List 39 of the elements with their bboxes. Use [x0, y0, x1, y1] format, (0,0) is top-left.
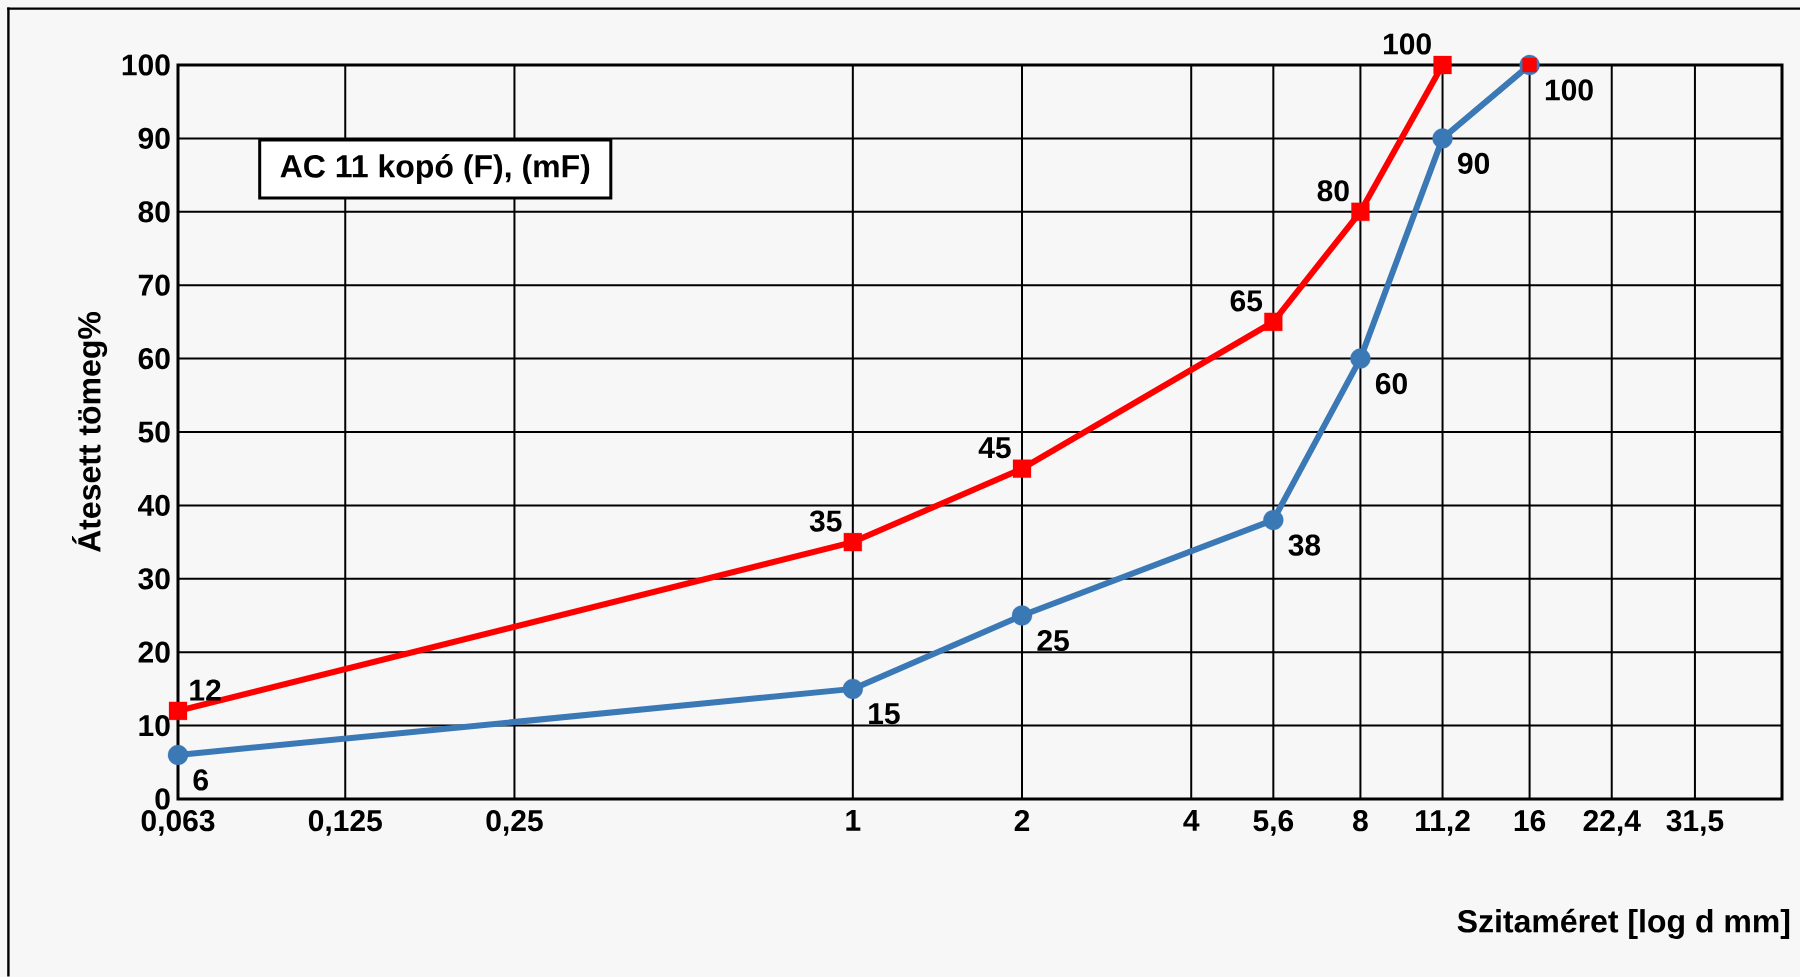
x-tick-label: 4 [1183, 810, 1200, 831]
data-label: 25 [1037, 629, 1069, 652]
data-label: 80 [1317, 180, 1349, 202]
x-tick-label: 8 [1353, 810, 1368, 832]
data-label: 60 [1375, 372, 1407, 395]
x-tick-label: 0,25 [486, 810, 543, 836]
y-tick-label: 70 [138, 274, 170, 296]
data-label: 38 [1288, 534, 1321, 556]
x-tick-label: 1 [846, 810, 861, 831]
y-tick-label: 100 [122, 54, 170, 76]
y-tick-label: 10 [139, 714, 170, 737]
y-tick-label: 90 [138, 127, 170, 149]
x-tick-label: 2 [1014, 810, 1030, 831]
x-tick-label: 31,5 [1666, 810, 1724, 836]
x-tick-label: 5,6 [1253, 810, 1294, 836]
data-label: 6 [193, 769, 208, 791]
y-tick-label: 0 [155, 788, 170, 810]
y-tick-label: 80 [138, 201, 170, 223]
data-label: 100 [1545, 79, 1593, 101]
y-tick-label: 40 [138, 494, 170, 516]
y-tick-label: 60 [138, 347, 170, 370]
data-label: 100 [1383, 33, 1431, 55]
data-label: 35 [809, 510, 842, 532]
y-tick-label: 50 [138, 421, 170, 443]
data-label: 15 [869, 703, 900, 725]
x-tick-label: 0,125 [308, 810, 382, 836]
y-axis-title: Átesett tömeg% [72, 311, 108, 553]
x-tick-label: 0,063 [141, 810, 215, 836]
x-axis-title: Szitaméret [log d mm] [1457, 908, 1790, 940]
x-tick-label: 22,4 [1583, 810, 1641, 836]
data-label: 45 [978, 437, 1011, 459]
data-label: 12 [190, 679, 221, 701]
text: AC 11 kopó (F), (mF) [280, 153, 590, 184]
y-tick-label: 20 [138, 641, 170, 663]
x-tick-label: 11,2 [1416, 810, 1470, 836]
data-label: 65 [1230, 290, 1263, 312]
y-tick-label: 30 [138, 568, 170, 590]
data-label: 90 [1457, 152, 1490, 175]
x-tick-label: 16 [1514, 810, 1546, 832]
